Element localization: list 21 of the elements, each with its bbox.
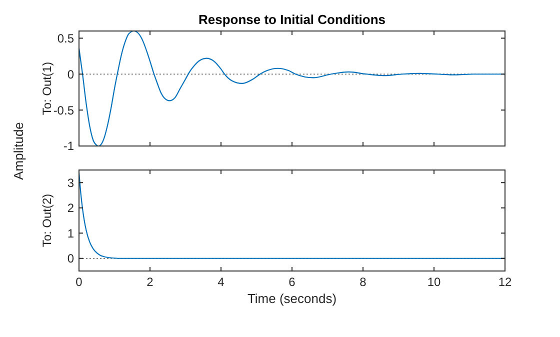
x-tick-label: 12 (498, 275, 512, 289)
y-tick-label: -0.5 (53, 103, 74, 118)
y-tick-label: -1 (63, 139, 74, 154)
x-tick-label: 0 (76, 275, 83, 289)
x-tick-label: 4 (218, 275, 225, 289)
x-tick-label: 8 (360, 275, 367, 289)
x-axis-title: Time (seconds) (247, 291, 337, 306)
y-axis-title: To: Out(2) (40, 194, 54, 248)
chart-title: Response to Initial Conditions (198, 12, 386, 27)
y-tick-label: 3 (67, 176, 74, 190)
y-tick-label: 2 (67, 201, 74, 216)
text: Amplitude (11, 122, 26, 180)
y-tick-label: 0 (67, 252, 74, 266)
y-tick-label: 0.5 (57, 31, 74, 46)
y-tick-label: 0 (67, 67, 74, 82)
y-axis-title: To: Out(1) (40, 62, 54, 116)
y-tick-label: 1 (67, 226, 74, 240)
x-tick-label: 10 (427, 275, 441, 289)
line-series (78, 30, 506, 147)
x-tick-label: 2 (146, 275, 154, 289)
x-tick-label: 6 (288, 275, 296, 289)
